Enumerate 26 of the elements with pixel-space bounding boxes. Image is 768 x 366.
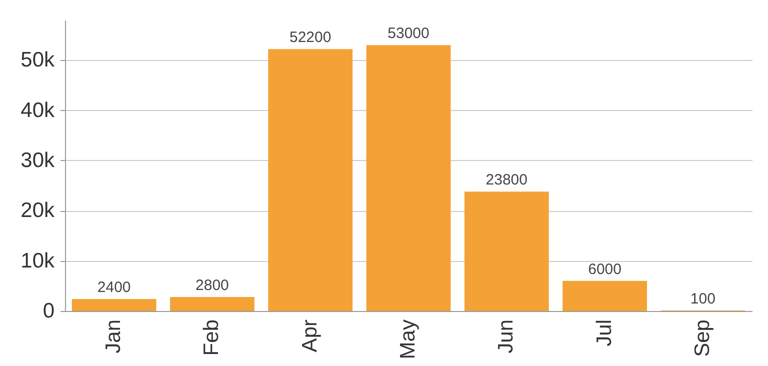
- x-tick-label: Feb: [200, 320, 224, 356]
- bar: [268, 49, 353, 311]
- x-tick-label: Jul: [592, 320, 616, 346]
- bar: [464, 192, 549, 311]
- y-tick-label: 40k: [20, 98, 55, 122]
- y-tick-label: 0: [42, 300, 54, 322]
- x-tick-label: Apr: [298, 320, 322, 352]
- y-tick-label: 10k: [20, 249, 55, 272]
- data-label: 2400: [97, 278, 131, 296]
- x-tick-label: Jan: [102, 320, 126, 354]
- data-label: 23800: [486, 172, 528, 189]
- data-label: 100: [690, 290, 716, 308]
- y-tick-label: 50k: [20, 48, 55, 72]
- data-label: 52200: [290, 29, 332, 46]
- bar: [72, 298, 156, 311]
- y-tick-label: 30k: [20, 148, 55, 172]
- x-tick-label: Sep: [690, 320, 714, 357]
- x-tick-label: May: [396, 319, 420, 360]
- data-label: 2800: [196, 276, 229, 294]
- x-tick-label: Jun: [494, 320, 518, 354]
- bar: [170, 296, 254, 311]
- bar: [562, 280, 647, 311]
- data-label: 6000: [588, 260, 622, 278]
- y-tick-label: 20k: [20, 199, 55, 222]
- bar: [366, 45, 451, 311]
- data-label: 53000: [388, 25, 430, 42]
